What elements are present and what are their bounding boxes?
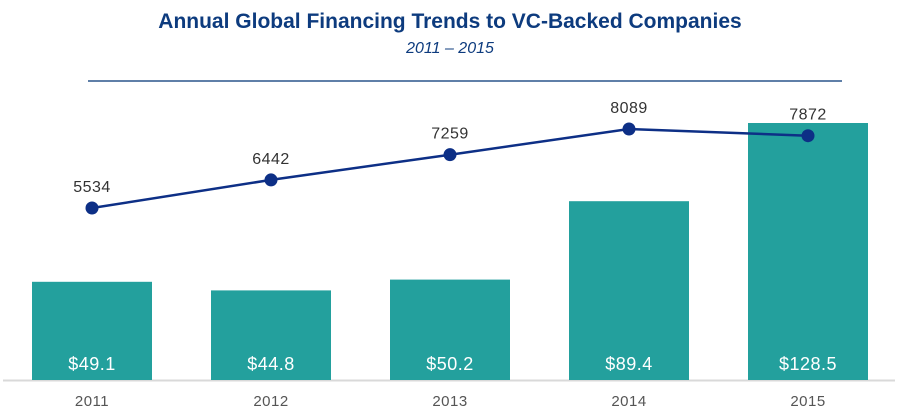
x-tick-label: 2011 bbox=[75, 393, 109, 410]
x-tick-label: 2015 bbox=[790, 393, 825, 410]
bar bbox=[211, 290, 331, 380]
deals-point bbox=[443, 148, 457, 162]
deals-point bbox=[622, 122, 636, 136]
bar bbox=[569, 201, 689, 380]
x-tick-label: 2013 bbox=[432, 393, 467, 410]
deals-point bbox=[801, 129, 815, 143]
bar bbox=[390, 279, 510, 380]
bar-value-label: $128.5 bbox=[779, 354, 837, 374]
deals-value-label: 7259 bbox=[431, 126, 469, 143]
x-tick-label: 2014 bbox=[611, 393, 646, 410]
chart-title: Annual Global Financing Trends to VC-Bac… bbox=[158, 10, 742, 33]
bar bbox=[32, 281, 152, 380]
bar bbox=[748, 123, 868, 380]
deals-value-label: 5534 bbox=[73, 179, 111, 196]
bar-value-label: $49.1 bbox=[68, 354, 116, 374]
title-divider bbox=[88, 80, 842, 82]
x-tick-label: 2012 bbox=[253, 393, 288, 410]
deals-point bbox=[264, 173, 278, 187]
deals-point bbox=[85, 201, 99, 215]
deals-value-label: 6442 bbox=[252, 151, 290, 168]
chart-subtitle: 2011 – 2015 bbox=[406, 40, 494, 57]
bar-value-label: $89.4 bbox=[605, 354, 653, 374]
deals-value-label: 7872 bbox=[789, 107, 827, 124]
bar-value-label: $50.2 bbox=[426, 354, 474, 374]
deals-value-label: 8089 bbox=[610, 100, 648, 117]
bar-value-label: $44.8 bbox=[247, 354, 295, 374]
